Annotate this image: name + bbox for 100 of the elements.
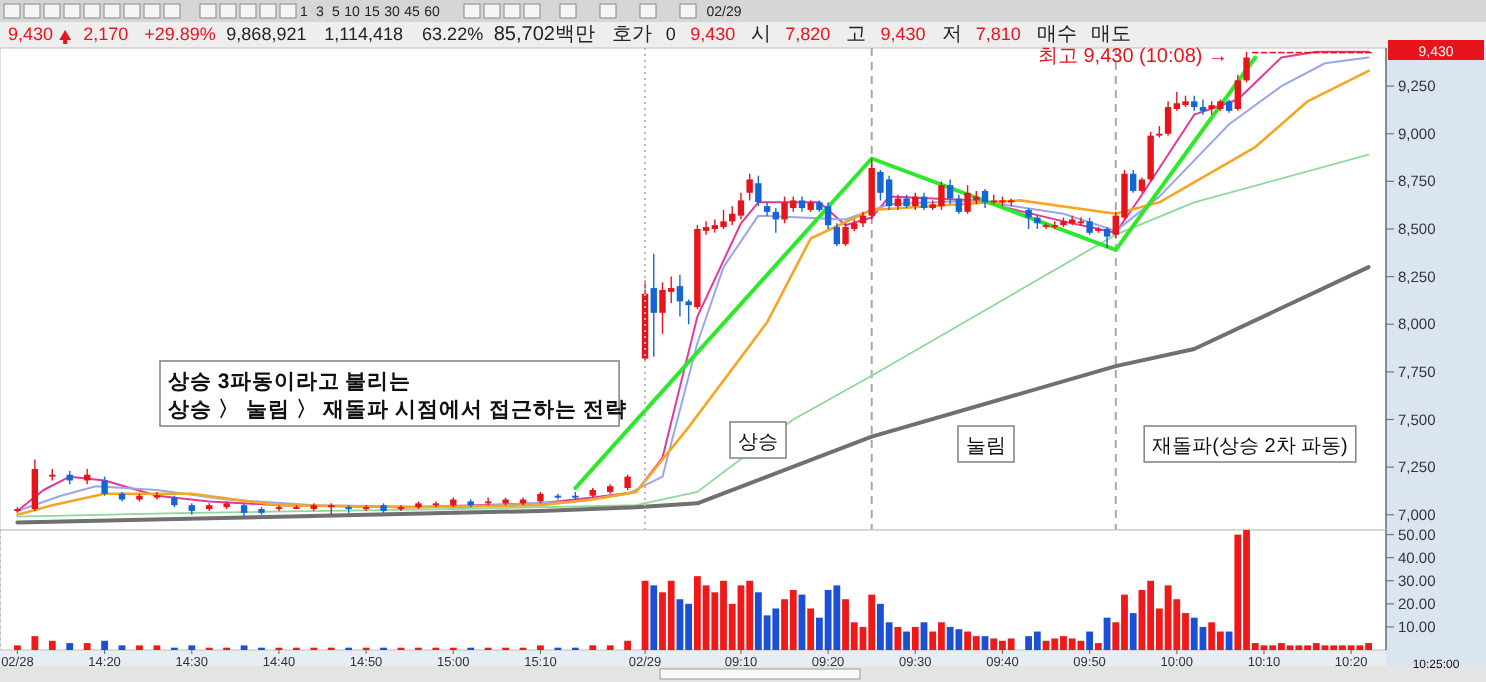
candlestick [101,475,108,497]
bar [1086,631,1094,650]
text: +29.89% [144,24,216,44]
bar [868,594,876,650]
bar [1033,631,1041,650]
bar [955,629,963,650]
candlestick [737,192,745,221]
text: 시 [751,24,772,46]
candlestick [1147,131,1154,183]
candlestick [1130,169,1137,194]
bar [1094,643,1102,650]
bar [772,608,780,650]
bar [1190,617,1198,650]
bar [685,603,693,650]
bar [66,643,74,650]
candlestick [1234,73,1242,112]
text: 7,810 [975,24,1021,44]
annotation: 상승 [738,432,778,454]
bar [754,592,762,650]
candlestick [650,253,657,358]
bar [1147,580,1155,650]
candlestick [676,274,684,318]
candlestick [946,178,954,205]
text: 호가 [611,24,652,46]
candlestick [31,458,39,512]
bar [1234,534,1242,650]
text: 85,702백만 [493,24,595,46]
candlestick [1007,197,1015,207]
candlestick [1042,222,1050,230]
candlestick [685,298,692,325]
candlestick [153,491,161,501]
candlestick [877,169,884,202]
candlestick [1199,98,1207,116]
bar [83,643,91,650]
bar [1208,622,1216,650]
candlestick [938,180,945,211]
bar [894,626,902,650]
candlestick [554,493,562,501]
candlestick [362,504,370,512]
candlestick [1243,51,1250,83]
candlestick [432,500,440,508]
bar [48,640,56,650]
bar [946,626,954,650]
text: 2,170 [83,24,129,44]
annotation: 최고 9,430 (10:08) → [1037,46,1228,68]
line-series [16,153,1370,518]
bar [990,638,998,650]
bar [101,640,108,650]
bar [650,585,658,650]
bar [1129,613,1137,650]
text: 고 [846,24,867,46]
text: 9,430 [8,24,54,44]
bar [693,576,701,650]
bar [824,590,832,650]
candlestick [720,209,727,230]
text: 7,820 [785,24,831,44]
bar [911,626,919,650]
candlestick [1103,226,1111,249]
bar [833,585,841,650]
text: 0 [665,24,676,44]
candlestick [833,222,841,247]
candlestick [484,496,492,506]
bar [903,631,910,650]
bar [972,636,980,650]
bar [667,580,675,650]
text: 1,114,418 [324,24,403,44]
candlestick [781,195,788,224]
annotation: 상승 3파동이라고 불리는 상승 〉 눌림 〉 재돌파 시점에서 접근하는 전략 [168,370,627,422]
bar [746,580,754,650]
text: 저 [941,24,962,46]
candlestick [755,174,762,207]
text: 9,430 [690,24,736,44]
candlestick [981,188,989,209]
text: 매수 [1036,24,1077,46]
bar [807,608,815,650]
bar [31,636,39,650]
candlestick [275,504,283,512]
text: 9,430 [880,24,926,44]
annotation: 눌림 [966,436,1006,458]
candlestick [824,201,832,230]
line-series [15,265,1371,525]
candlestick [746,173,753,202]
candlestick [397,504,405,512]
text: 매도 [1090,24,1131,46]
annotation: 재돌파(상승 2차 파동) [1152,436,1348,458]
text: 9,868,921 [226,24,307,44]
candlestick [868,157,875,221]
candlestick [1164,100,1172,137]
bar [624,640,632,650]
bar [1007,638,1015,650]
candlestick [659,281,666,335]
bar [1068,638,1076,650]
candlestick [1025,207,1032,230]
candlestick [1077,216,1085,226]
bar [1051,638,1059,650]
text: 63.22% [422,24,484,44]
bar [1312,643,1320,650]
bar [789,590,797,650]
candlestick [842,222,849,247]
candlestick [955,194,963,215]
